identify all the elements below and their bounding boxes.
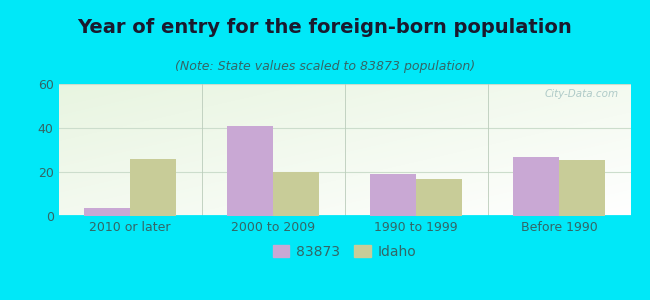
Bar xyxy=(227,126,273,216)
Text: Year of entry for the foreign-born population: Year of entry for the foreign-born popul… xyxy=(77,18,573,37)
Text: (Note: State values scaled to 83873 population): (Note: State values scaled to 83873 popu… xyxy=(175,60,475,73)
Bar xyxy=(416,178,462,216)
Bar xyxy=(273,172,318,216)
Bar xyxy=(84,208,130,216)
Bar xyxy=(370,174,416,216)
Bar xyxy=(559,160,604,216)
Legend: 83873, Idaho: 83873, Idaho xyxy=(267,239,422,265)
Bar xyxy=(514,157,559,216)
Bar xyxy=(130,159,176,216)
Text: City-Data.com: City-Data.com xyxy=(545,89,619,99)
